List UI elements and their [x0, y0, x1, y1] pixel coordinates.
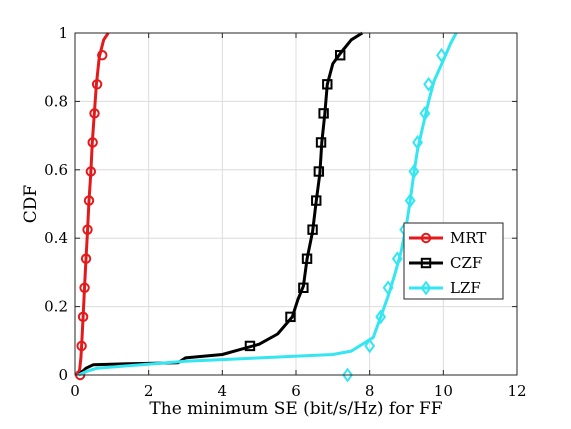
czf-marker — [322, 79, 333, 90]
lzf-line — [78, 32, 458, 377]
x-axis-label: The minimum SE (bit/s/Hz) for FF — [149, 399, 442, 419]
lzf-marker — [391, 251, 403, 267]
czf-marker — [315, 137, 327, 148]
mrt-marker — [89, 108, 100, 119]
axis-ticks: 0 2 4 6 8 10 12 0 0.2 0.4 0.6 0.8 1 — [44, 24, 526, 400]
y-tick-label: 0.8 — [44, 92, 68, 110]
mrt-marker — [85, 166, 97, 177]
mrt-marker — [79, 282, 90, 293]
x-tick-label: 10 — [434, 382, 453, 400]
czf-marker — [318, 108, 329, 119]
czf-marker — [244, 340, 256, 352]
lzf-marker — [382, 280, 394, 296]
legend-item-mrt: MRT — [409, 229, 486, 247]
lzf-marker — [404, 193, 416, 208]
legend: MRT CZF LZF — [403, 222, 504, 300]
mrt-marker — [91, 79, 103, 90]
y-tick-label: 0.2 — [44, 298, 68, 316]
legend-label-lzf: LZF — [450, 279, 481, 297]
czf-marker — [307, 224, 318, 235]
x-tick-label: 4 — [218, 382, 228, 400]
czf-marker — [285, 311, 296, 323]
mrt-marker — [97, 50, 108, 61]
lzf-marker — [375, 309, 387, 325]
x-tick-label: 8 — [365, 382, 375, 400]
x-tick-label: 6 — [291, 382, 301, 400]
y-axis-label: CDF — [21, 185, 41, 224]
x-tick-label: 2 — [144, 382, 154, 400]
legend-item-lzf: LZF — [409, 279, 481, 297]
legend-label-mrt: MRT — [450, 229, 486, 247]
lzf-marker — [412, 135, 423, 150]
lzf-marker — [342, 367, 354, 383]
legend-marker-lzf — [420, 280, 432, 296]
lzf-marker — [423, 76, 435, 92]
x-tick-label: 0 — [70, 382, 80, 400]
legend-marker-czf — [420, 257, 432, 269]
y-tick-label: 0.4 — [44, 229, 68, 247]
czf-marker — [335, 50, 346, 61]
czf-marker — [298, 282, 309, 293]
lzf-marker — [408, 164, 420, 179]
mrt-marker — [76, 340, 87, 352]
mrt-marker — [83, 195, 95, 206]
lzf-marker — [364, 338, 376, 354]
lzf-marker — [419, 105, 431, 121]
mrt-marker — [87, 137, 98, 148]
series-curves — [74, 31, 458, 383]
czf-marker — [301, 253, 313, 264]
y-tick-label: 0 — [58, 366, 68, 384]
czf-marker — [313, 166, 325, 177]
czf-marker — [311, 195, 322, 206]
legend-label-czf: CZF — [450, 254, 482, 272]
y-tick-label: 0.6 — [44, 161, 68, 179]
mrt-marker — [80, 253, 92, 264]
mrt-line — [77, 32, 110, 376]
x-tick-label: 12 — [507, 382, 526, 400]
y-tick-label: 1 — [58, 24, 68, 42]
legend-marker-mrt — [420, 232, 432, 244]
legend-item-czf: CZF — [409, 254, 482, 272]
lzf-series — [78, 32, 458, 383]
lzf-marker — [436, 47, 447, 63]
mrt-marker — [77, 311, 89, 323]
legend-box — [403, 222, 504, 300]
mrt-marker — [82, 224, 93, 235]
